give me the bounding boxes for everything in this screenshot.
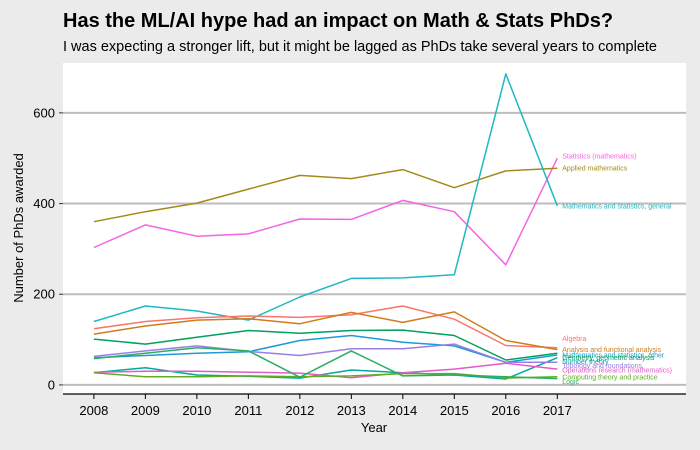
y-axis-title: Number of PhDs awarded bbox=[11, 153, 26, 303]
y-tick-label: 600 bbox=[33, 105, 55, 120]
chart-subtitle: I was expecting a stronger lift, but it … bbox=[63, 39, 657, 55]
series-label: Computing theory and practice bbox=[562, 374, 657, 381]
series-label: Geometry, geometric analysis bbox=[562, 355, 655, 362]
series-label: Applied mathematics bbox=[562, 166, 627, 173]
series-label: Algebra bbox=[562, 336, 586, 343]
series-line bbox=[93, 167, 558, 223]
y-tick-label: 0 bbox=[48, 377, 55, 392]
axes: 0 200 400 600 2008 2009 2010 2011 2012 2013 2014 20… bbox=[33, 105, 686, 418]
series-label: Mathematics and statistics, other bbox=[562, 353, 665, 360]
y-tick-label: 400 bbox=[33, 196, 55, 211]
series-label: Topology and foundations bbox=[562, 363, 642, 370]
chart-title: Has the ML/AI hype had an impact on Math… bbox=[63, 10, 614, 32]
x-tick-label: 2014 bbox=[388, 403, 417, 418]
x-axis-title: Year bbox=[361, 420, 388, 435]
series-line bbox=[93, 157, 558, 266]
x-tick-label: 2011 bbox=[234, 403, 262, 418]
series-label: Statistics (mathematics) bbox=[562, 153, 636, 160]
x-tick-label: 2015 bbox=[440, 403, 469, 418]
gridlines bbox=[63, 111, 686, 386]
series-label: Operations research (mathematics) bbox=[562, 367, 672, 374]
series-line bbox=[93, 329, 558, 361]
x-tick-label: 2010 bbox=[182, 403, 211, 418]
series-label: Number theory bbox=[562, 359, 609, 366]
x-tick-label: 2009 bbox=[131, 403, 160, 418]
y-tick-label: 200 bbox=[33, 287, 55, 302]
series-label: Analysis and functional analysis bbox=[562, 347, 661, 354]
series-line bbox=[93, 305, 558, 349]
series-line bbox=[93, 311, 558, 351]
series-labels: Statistics (mathematics) Applied mathemat… bbox=[562, 153, 672, 385]
series-line bbox=[93, 73, 558, 323]
series-label: Mathematics and statistics, general bbox=[562, 203, 672, 210]
series-line bbox=[93, 334, 558, 364]
x-tick-label: 2016 bbox=[491, 403, 520, 418]
x-tick-label: 2008 bbox=[79, 403, 108, 418]
x-tick-label: 2013 bbox=[337, 403, 366, 418]
series-line bbox=[93, 362, 558, 379]
series-lines bbox=[93, 73, 558, 380]
series-line bbox=[93, 347, 558, 380]
series-label: Logic bbox=[562, 379, 579, 386]
x-tick-label: 2012 bbox=[285, 403, 314, 418]
series-line bbox=[93, 343, 558, 364]
x-tick-label: 2017 bbox=[543, 403, 572, 418]
